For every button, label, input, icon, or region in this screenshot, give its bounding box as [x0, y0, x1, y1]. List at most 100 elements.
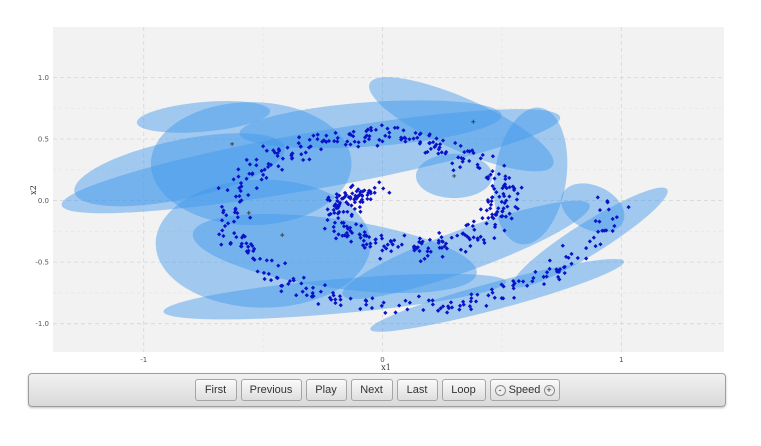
- data-point: [307, 137, 312, 142]
- data-point: [349, 239, 354, 244]
- data-point: [301, 157, 306, 163]
- data-point: [259, 177, 264, 182]
- data-point: [443, 151, 448, 156]
- data-point: [403, 298, 408, 303]
- data-point: [595, 229, 601, 234]
- data-point: [436, 238, 441, 243]
- data-point: [593, 243, 598, 249]
- data-point: [365, 192, 370, 198]
- data-point: [246, 244, 251, 249]
- data-point: [338, 297, 343, 302]
- data-point: [492, 236, 497, 241]
- data-point: [461, 299, 466, 304]
- first-button[interactable]: First: [194, 379, 237, 401]
- data-point: [328, 211, 333, 217]
- data-point: [472, 227, 477, 232]
- data-point: [334, 192, 339, 197]
- data-point: [485, 197, 490, 203]
- data-point: [216, 185, 221, 191]
- next-button[interactable]: Next: [350, 379, 393, 401]
- data-point: [501, 284, 506, 289]
- data-point: [237, 193, 242, 199]
- data-point: [299, 152, 304, 157]
- data-point: [446, 306, 451, 311]
- cluster-center-marker: [452, 173, 457, 178]
- data-point: [468, 243, 473, 249]
- data-point: [444, 310, 450, 315]
- data-point: [219, 218, 225, 223]
- data-point: [279, 289, 284, 294]
- speed-decrease-button[interactable]: -: [494, 384, 506, 396]
- speed-increase-button[interactable]: +: [543, 384, 555, 396]
- data-point: [368, 241, 373, 246]
- data-point: [362, 230, 367, 235]
- data-point: [337, 200, 343, 205]
- data-point: [334, 195, 340, 200]
- data-point: [439, 245, 444, 250]
- data-point: [383, 133, 388, 138]
- data-point: [299, 281, 304, 286]
- data-point: [606, 207, 611, 212]
- data-point: [436, 308, 441, 313]
- data-point: [461, 302, 466, 307]
- data-point: [610, 228, 615, 234]
- data-point: [266, 161, 271, 166]
- data-point: [222, 223, 228, 229]
- data-point: [259, 168, 264, 174]
- data-point: [335, 139, 340, 144]
- data-point: [385, 126, 390, 131]
- data-point: [595, 195, 600, 200]
- data-point: [427, 237, 432, 242]
- data-point: [521, 279, 526, 284]
- data-point: [612, 223, 617, 229]
- data-point: [470, 223, 475, 229]
- play-button[interactable]: Play: [305, 379, 347, 401]
- cluster-center-marker: [471, 119, 476, 124]
- data-point: [482, 240, 487, 245]
- data-point: [541, 281, 547, 287]
- data-point: [341, 196, 346, 201]
- data-point: [473, 299, 479, 304]
- data-point: [560, 243, 565, 248]
- data-point: [232, 231, 237, 236]
- previous-button[interactable]: Previous: [240, 379, 302, 401]
- data-point: [422, 256, 427, 261]
- data-point: [349, 203, 354, 208]
- data-point: [597, 219, 602, 224]
- data-point: [280, 156, 285, 161]
- data-point: [327, 198, 332, 203]
- data-point: [351, 129, 356, 134]
- data-point: [331, 224, 336, 230]
- cluster-ellipse: [163, 273, 507, 320]
- cluster-ellipse: [74, 133, 285, 207]
- data-point: [358, 306, 363, 311]
- data-point: [411, 244, 417, 250]
- data-point: [354, 189, 359, 194]
- data-point: [303, 150, 308, 155]
- data-point: [289, 151, 294, 157]
- data-point: [566, 255, 571, 260]
- data-point: [490, 290, 495, 295]
- data-point: [290, 155, 295, 161]
- data-point: [379, 233, 384, 238]
- data-point: [412, 248, 417, 253]
- data-point: [378, 256, 383, 261]
- data-point: [430, 302, 435, 307]
- data-point: [442, 244, 447, 249]
- data-point: [279, 167, 285, 172]
- data-point: [247, 162, 253, 167]
- last-button[interactable]: Last: [396, 379, 438, 401]
- data-point: [219, 242, 224, 247]
- data-point: [236, 167, 241, 172]
- y-tick-label: -0.5: [35, 259, 49, 267]
- data-point: [307, 157, 312, 162]
- data-point: [368, 125, 374, 130]
- data-point: [458, 165, 463, 170]
- data-point: [507, 175, 512, 181]
- data-point: [427, 132, 432, 137]
- data-point: [614, 215, 619, 220]
- data-point: [367, 133, 372, 139]
- data-point: [485, 176, 491, 181]
- loop-button[interactable]: Loop: [441, 379, 486, 401]
- data-point: [503, 214, 508, 219]
